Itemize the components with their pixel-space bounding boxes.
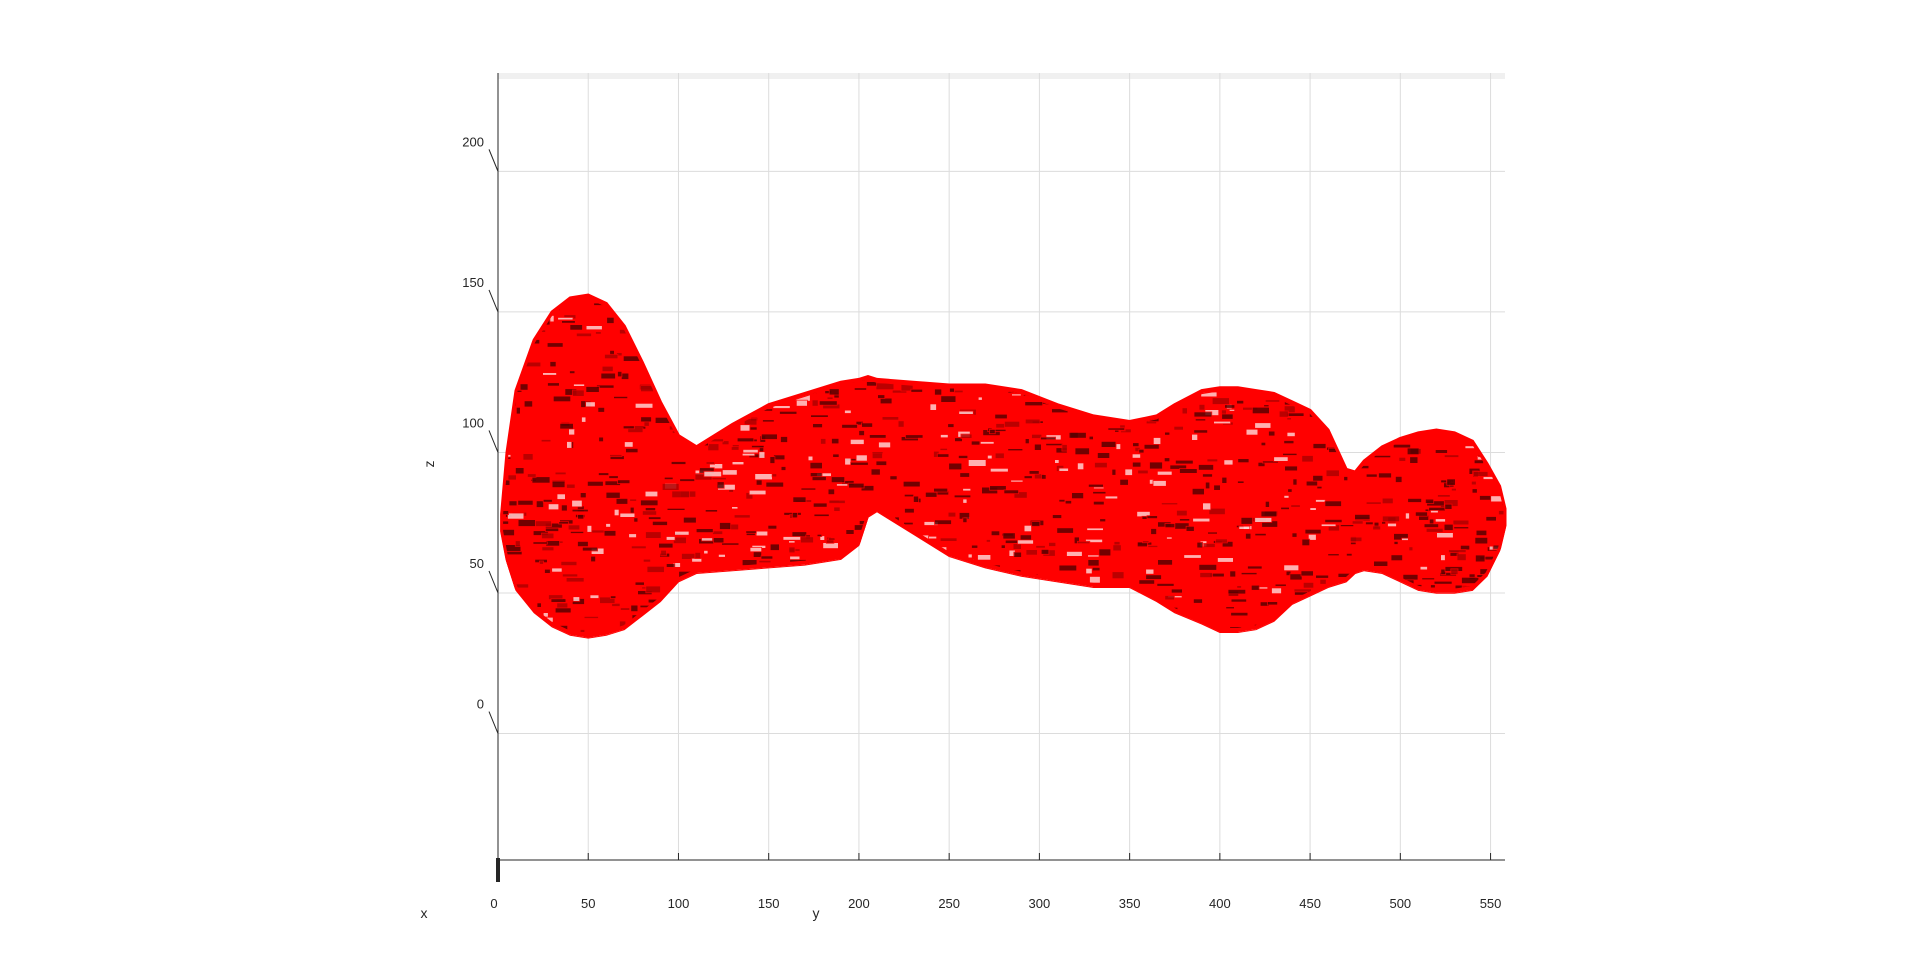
y-tick-label: 500 [1389, 896, 1411, 911]
axes [488, 73, 1505, 882]
z-tick-mark [488, 711, 499, 734]
y-tick-label: 0 [490, 896, 497, 911]
z-tick-mark [488, 289, 499, 313]
y-tick-label: 200 [848, 896, 870, 911]
z-tick-label: 0 [477, 697, 484, 712]
y-tick-label: 400 [1209, 896, 1231, 911]
tick-labels: 0 50 100 150 200 250 300 350 400 450 500 550 0 50 100 1… [462, 134, 1501, 911]
z-tick-label: 50 [470, 556, 484, 571]
y-tick-label: 350 [1119, 896, 1141, 911]
z-tick-mark [488, 430, 499, 453]
y-tick-label: 150 [758, 896, 780, 911]
y-tick-label: 250 [938, 896, 960, 911]
surface-body [501, 295, 1506, 636]
y-tick-label: 100 [668, 896, 690, 911]
z-tick-label: 150 [462, 275, 484, 290]
y-tick-label: 550 [1480, 896, 1502, 911]
y-axis-label: y [813, 905, 820, 921]
z-axis-label: z [421, 461, 437, 468]
y-tick-label: 300 [1029, 896, 1051, 911]
z-tick-mark [488, 149, 499, 172]
z-tick-label: 200 [462, 134, 484, 149]
x-axis-label: x [421, 905, 428, 921]
y-tick-label: 450 [1299, 896, 1321, 911]
top-band [498, 73, 1505, 79]
surface-mesh [500, 293, 1507, 639]
x-axis-line [496, 858, 500, 882]
z-tick-mark [488, 570, 499, 594]
y-tick-label: 50 [581, 896, 595, 911]
surface-outline [501, 297, 1506, 639]
z-tick-label: 100 [462, 415, 484, 430]
